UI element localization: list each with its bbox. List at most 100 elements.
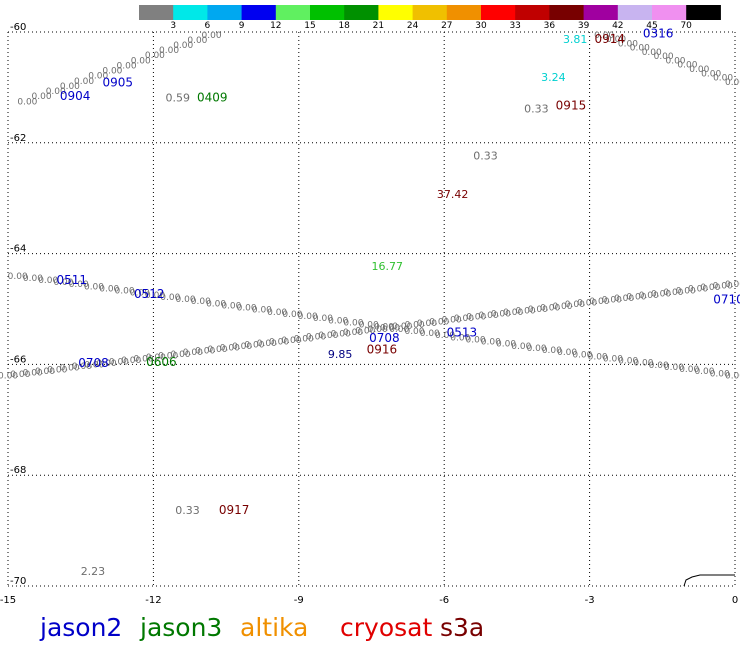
- color-scale-tick: 21: [372, 21, 385, 31]
- y-tick-label: -66: [10, 354, 26, 365]
- track-value: 0.00: [257, 339, 277, 349]
- color-scale-tick: 39: [577, 21, 590, 31]
- color-scale-bar: 3 6 9 12 15 18 21 24 27 30 33 36 39 42 45 70: [0, 0, 740, 40]
- mission-legend-s3a: s3a: [440, 613, 485, 642]
- track-value: 0.00: [701, 69, 721, 79]
- x-tick-label: -15: [0, 595, 16, 606]
- track-label: 0708: [369, 331, 400, 345]
- x-tick-label: -12: [145, 595, 161, 606]
- color-scale-swatch: [207, 5, 243, 20]
- track-value: 0.00: [481, 338, 501, 348]
- track-value: 0.00: [8, 272, 28, 282]
- color-scale-swatch: [446, 5, 482, 20]
- track-label: 0409: [197, 90, 228, 104]
- track-value: 0.00: [74, 77, 94, 87]
- value-annotation: 0.33: [524, 102, 549, 115]
- value-annotation: 37.42: [437, 188, 469, 201]
- track-label: 0513: [447, 326, 478, 340]
- track-value: 0.00: [145, 291, 165, 301]
- track-value: 0.00: [639, 291, 659, 301]
- track-value: 0.00: [46, 87, 66, 97]
- track-value: 0.00: [343, 318, 363, 328]
- color-scale-swatch: [139, 5, 174, 20]
- value-annotation: 16.77: [372, 260, 404, 273]
- track-value: 0.00: [99, 284, 119, 294]
- track-value: 0.00: [160, 293, 180, 303]
- color-scale-tick: 45: [646, 21, 658, 31]
- track-value: 0.00: [380, 323, 400, 333]
- color-scale-swatch: [275, 5, 311, 20]
- track-value: 0.00: [694, 367, 714, 377]
- coastline-path: [683, 574, 735, 587]
- x-tick-label: -3: [585, 595, 595, 606]
- color-scale-tick: 24: [406, 21, 419, 31]
- color-scale-tick: 15: [304, 21, 316, 31]
- color-scale-swatch: [241, 5, 277, 20]
- track-value: 0.00: [131, 56, 151, 66]
- x-tick-label: -9: [294, 595, 304, 606]
- track-label: 0917: [219, 503, 250, 517]
- track-value: 0.00: [121, 356, 141, 366]
- y-tick-label: -68: [10, 465, 26, 476]
- track-labels: 0904 0905 0409 0914 0316 0915 0511 0512 0606 0708…: [56, 27, 740, 517]
- track-value: 0.00: [454, 314, 474, 324]
- color-scale-swatch: [652, 5, 687, 20]
- track-label: 0316: [643, 27, 674, 41]
- track-value: 0.00: [700, 283, 720, 293]
- value-annotation: 2.23: [81, 565, 106, 578]
- mission-legend-jason3: jason3: [140, 613, 223, 642]
- track-value: 0.00: [713, 74, 733, 84]
- color-scale-swatch: [583, 5, 619, 20]
- track-value: 0.00: [725, 78, 740, 88]
- track-value: 0.00: [503, 308, 523, 318]
- track-value: 0.00: [557, 348, 577, 358]
- x-tick-label: -6: [439, 595, 449, 606]
- track-value: 0.00: [435, 331, 455, 341]
- color-scale-swatch: [173, 5, 208, 20]
- value-annotation: 0.33: [473, 149, 498, 162]
- track-value: 0.00: [603, 355, 623, 365]
- track-value: 0.00: [540, 303, 560, 313]
- track-value: 0.00: [244, 340, 264, 350]
- y-tick-label: -60: [10, 22, 26, 33]
- track-value: 0.00: [588, 352, 608, 362]
- track-value: 0.00: [60, 364, 80, 374]
- track-value: 0.00: [542, 346, 562, 356]
- track-value: 0.00: [158, 351, 178, 361]
- color-scale-tick: 42: [612, 21, 624, 31]
- color-scale-swatch: [481, 5, 516, 20]
- track-value: 0.00: [10, 370, 30, 380]
- track-value: 0.00: [614, 294, 634, 304]
- color-scale-swatch: [310, 5, 345, 20]
- track-value: 0.00: [572, 350, 592, 360]
- track-value: 0.00: [35, 367, 55, 377]
- track-value: 0.00: [60, 82, 80, 92]
- value-annotation: 0.59: [166, 91, 191, 104]
- track-value: 0.00: [88, 72, 108, 82]
- track-label: 0606: [146, 355, 177, 369]
- track-value: 0.00: [565, 300, 585, 310]
- track-value: 0.00: [528, 305, 548, 315]
- track-value: 0.00: [359, 321, 379, 331]
- color-scale-tick: 9: [238, 21, 245, 31]
- track-value: 0.00: [146, 353, 166, 363]
- track-map: -15 -12 -9 -6 -3 0-60-62-64-66-68-70 0.000.00…: [0, 22, 740, 606]
- north-track-west: 0.000.000.000.000.000.000.000.000.000.00…: [17, 31, 221, 107]
- track-value: 0.00: [145, 51, 165, 61]
- track-value: 0.00: [281, 336, 301, 346]
- track-value: 0.00: [405, 320, 425, 330]
- track-value: 0.00: [130, 289, 150, 299]
- track-value: 0.00: [294, 334, 314, 344]
- color-scale-swatch: [412, 5, 448, 20]
- track-value: 0.00: [252, 306, 272, 316]
- track-label: 0916: [367, 342, 398, 356]
- track-value: 0.00: [220, 344, 240, 354]
- value-annotation: 3.24: [541, 71, 566, 84]
- track-value: 0.00: [134, 354, 154, 364]
- track-value: 0.00: [69, 280, 89, 290]
- y-tick-label: -70: [10, 576, 26, 587]
- value-labels: 0.59 3.81 3.24 0.33 0.33 37.42 16.77 9.85 0.33 2.…: [81, 33, 588, 578]
- track-value: 0.00: [202, 31, 222, 41]
- value-annotation: 0.33: [175, 504, 200, 517]
- track-0511-0513: 0.000.000.000.000.000.000.000.000.000.00…: [8, 272, 740, 382]
